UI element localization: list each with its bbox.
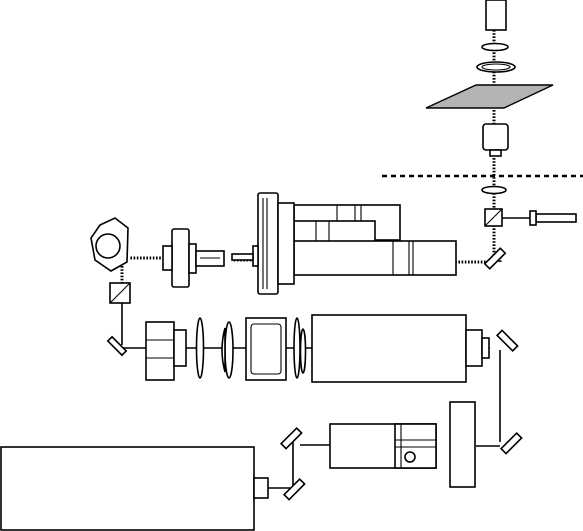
lens-icon <box>481 42 509 52</box>
laser-module-collar <box>173 329 187 367</box>
beam-splitter-diagonal <box>109 282 131 304</box>
mirror-icon <box>279 426 303 450</box>
mirror-icon <box>483 247 507 270</box>
power-supply-icon <box>449 401 476 488</box>
tube-collar <box>188 243 197 274</box>
tube-element <box>171 228 190 288</box>
spectrograph-icon <box>0 446 255 531</box>
tube-mount <box>162 245 173 271</box>
lower-section <box>0 401 523 531</box>
lens-icon <box>224 321 234 379</box>
microscope-column <box>382 0 583 270</box>
side-laser-mount <box>529 210 537 226</box>
grating-assembly <box>90 217 131 357</box>
mirror-icon <box>495 329 519 353</box>
grating-disc <box>95 233 121 259</box>
laser-output-port <box>465 329 483 367</box>
beam-splitter-diagonal <box>484 208 503 227</box>
crystal-icon <box>245 317 287 381</box>
mirror-icon <box>282 477 306 501</box>
lens-icon <box>481 185 507 195</box>
laser-icon <box>311 314 467 383</box>
laser-module <box>145 321 175 381</box>
objective-tip <box>489 149 502 157</box>
lens-icon <box>299 328 307 374</box>
laser-line <box>145 314 519 383</box>
lens-icon <box>195 317 205 379</box>
mirror-icon <box>106 335 128 357</box>
mirror-icon <box>499 431 523 455</box>
crystal-inner <box>250 323 282 375</box>
objective-icon <box>482 123 509 151</box>
spectrometer-block <box>162 192 457 295</box>
spectrograph-port <box>253 477 269 499</box>
side-laser-icon <box>535 213 577 223</box>
camera-icon <box>485 0 507 31</box>
sample-plate-icon <box>425 84 554 109</box>
pump-laser-head <box>394 423 437 469</box>
flange-inner <box>277 202 295 285</box>
filter-wheel-inner <box>481 63 511 71</box>
spectrometer-module-bottom <box>293 240 457 276</box>
lens-icon <box>221 327 226 373</box>
laser-output-tip <box>481 337 490 359</box>
pump-laser-knob <box>404 451 416 463</box>
flange-arm <box>231 253 254 261</box>
flange-outer <box>257 192 279 295</box>
lens-icon <box>293 317 301 379</box>
